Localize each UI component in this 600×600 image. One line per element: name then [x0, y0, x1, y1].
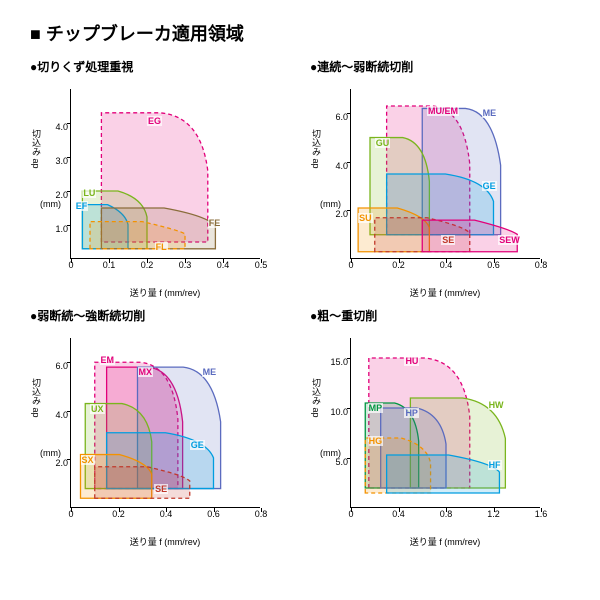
regions-svg: [71, 89, 261, 259]
chart-cell: ●切りくず処理重視切込み ap(mm)送り量 f (mm/rev)1.02.03…: [30, 58, 290, 299]
region-label-MU/EM: MU/EM: [427, 106, 459, 116]
region-label-FL: FL: [155, 242, 168, 252]
region-label-HW: HW: [488, 400, 505, 410]
chart-grid: ●切りくず処理重視切込み ap(mm)送り量 f (mm/rev)1.02.03…: [30, 58, 570, 548]
page-title: ■ チップブレーカ適用領域: [30, 20, 570, 46]
region-label-SEW: SEW: [498, 235, 521, 245]
chart-box: 切込み ap(mm)送り量 f (mm/rev)2.04.06.000.20.4…: [310, 79, 560, 299]
region-label-HU: HU: [404, 356, 419, 366]
region-label-GE: GE: [190, 440, 205, 450]
region-label-SE: SE: [154, 484, 168, 494]
region-label-HG: HG: [368, 436, 384, 446]
region-label-UX: UX: [90, 404, 105, 414]
x-axis-label: 送り量 f (mm/rev): [70, 286, 260, 299]
y-axis-unit: (mm): [320, 199, 341, 209]
y-axis-unit: (mm): [40, 448, 61, 458]
plot-area: 2.04.06.000.20.40.60.8EMMXMEUXGESXSE: [70, 338, 260, 508]
plot-area: 1.02.03.04.000.10.20.30.40.5EGLUEFFEFL: [70, 89, 260, 259]
chart-subtitle: ●切りくず処理重視: [30, 58, 290, 75]
chart-subtitle: ●粗〜重切削: [310, 307, 570, 324]
region-label-SE: SE: [441, 235, 455, 245]
regions-svg: [351, 338, 541, 508]
region-label-HF: HF: [488, 460, 502, 470]
y-axis-label: 切込み ap: [30, 378, 43, 418]
chart-box: 切込み ap(mm)送り量 f (mm/rev)2.04.06.000.20.4…: [30, 328, 280, 548]
region-label-GE: GE: [482, 181, 497, 191]
y-axis-label: 切込み ap: [310, 129, 323, 169]
region-label-SX: SX: [81, 455, 95, 465]
region-label-MX: MX: [138, 367, 154, 377]
x-axis-label: 送り量 f (mm/rev): [350, 535, 540, 548]
region-label-GU: GU: [375, 138, 391, 148]
region-label-HP: HP: [404, 408, 419, 418]
chart-cell: ●連続〜弱断続切削切込み ap(mm)送り量 f (mm/rev)2.04.06…: [310, 58, 570, 299]
chart-subtitle: ●連続〜弱断続切削: [310, 58, 570, 75]
chart-box: 切込み ap(mm)送り量 f (mm/rev)1.02.03.04.000.1…: [30, 79, 280, 299]
chart-box: 切込み ap(mm)送り量 f (mm/rev)5.010.015.000.40…: [310, 328, 560, 548]
x-axis-label: 送り量 f (mm/rev): [350, 286, 540, 299]
chart-subtitle: ●弱断続〜強断続切削: [30, 307, 290, 324]
region-label-MP: MP: [368, 403, 384, 413]
chart-cell: ●粗〜重切削切込み ap(mm)送り量 f (mm/rev)5.010.015.…: [310, 307, 570, 548]
y-axis-label: 切込み ap: [30, 129, 43, 169]
x-axis-label: 送り量 f (mm/rev): [70, 535, 260, 548]
region-label-EG: EG: [147, 116, 162, 126]
y-axis-label: 切込み ap: [310, 378, 323, 418]
chart-cell: ●弱断続〜強断続切削切込み ap(mm)送り量 f (mm/rev)2.04.0…: [30, 307, 290, 548]
region-label-EF: EF: [75, 201, 89, 211]
region-label-ME: ME: [202, 367, 218, 377]
y-axis-unit: (mm): [40, 199, 61, 209]
region-label-ME: ME: [482, 108, 498, 118]
region-label-FE: FE: [208, 218, 222, 228]
region-label-EM: EM: [100, 355, 116, 365]
plot-area: 2.04.06.000.20.40.60.8MU/EMMEGUGESUSESEW: [350, 89, 540, 259]
region-label-SU: SU: [358, 213, 373, 223]
region-label-LU: LU: [82, 188, 96, 198]
plot-area: 5.010.015.000.40.81.21.6HUHWMPHPHGHF: [350, 338, 540, 508]
